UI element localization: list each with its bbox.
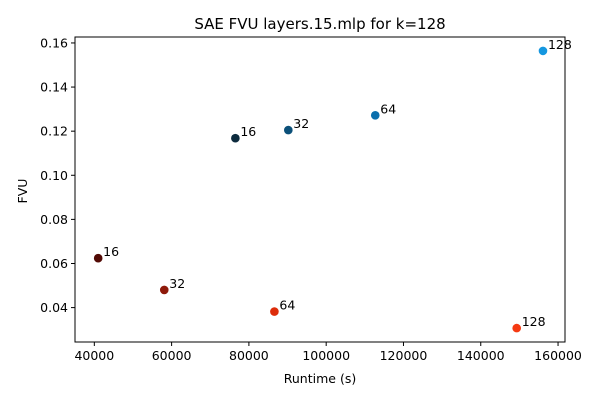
y-tick-label: 0.12: [40, 124, 68, 139]
x-tick-label: 140000: [457, 348, 505, 363]
y-tick-label: 0.14: [40, 80, 68, 95]
x-tick-label: 80000: [229, 348, 269, 363]
data-point: [93, 253, 103, 263]
point-label: 16: [240, 124, 256, 139]
data-point: [231, 133, 240, 143]
x-tick-label: 60000: [152, 348, 192, 363]
x-tick-label: 100000: [302, 348, 350, 363]
y-axis-title: FVU: [15, 179, 30, 204]
y-tick-label: 0.10: [40, 168, 68, 183]
y-tick-label: 0.06: [40, 256, 68, 271]
data-point: [370, 110, 380, 120]
data-point: [159, 285, 169, 295]
data-point: [512, 323, 521, 333]
plot-frame: [74, 36, 566, 343]
point-label: 128: [522, 314, 546, 329]
data-point: [538, 46, 548, 56]
plot-area: 40000 60000 80000 100000 120000 140000 160000 0…: [40, 35, 582, 363]
x-tick-label: 40000: [74, 348, 114, 363]
y-tick-label: 0.16: [40, 35, 68, 50]
chart-title: SAE FVU layers.15.mlp for k=128: [194, 15, 445, 33]
point-label: 64: [380, 101, 396, 116]
y-tick-label: 0.08: [40, 212, 68, 227]
y-tick-label: 0.04: [40, 300, 68, 315]
x-axis-title: Runtime (s): [284, 371, 356, 386]
data-point: [284, 125, 293, 135]
point-label: 32: [293, 116, 309, 131]
x-tick-label: 160000: [534, 348, 582, 363]
x-tick-label: 120000: [380, 348, 428, 363]
point-label: 128: [548, 37, 572, 52]
point-label: 64: [279, 298, 295, 313]
data-point: [270, 307, 279, 316]
point-label: 32: [169, 276, 185, 291]
point-label: 16: [103, 244, 119, 259]
